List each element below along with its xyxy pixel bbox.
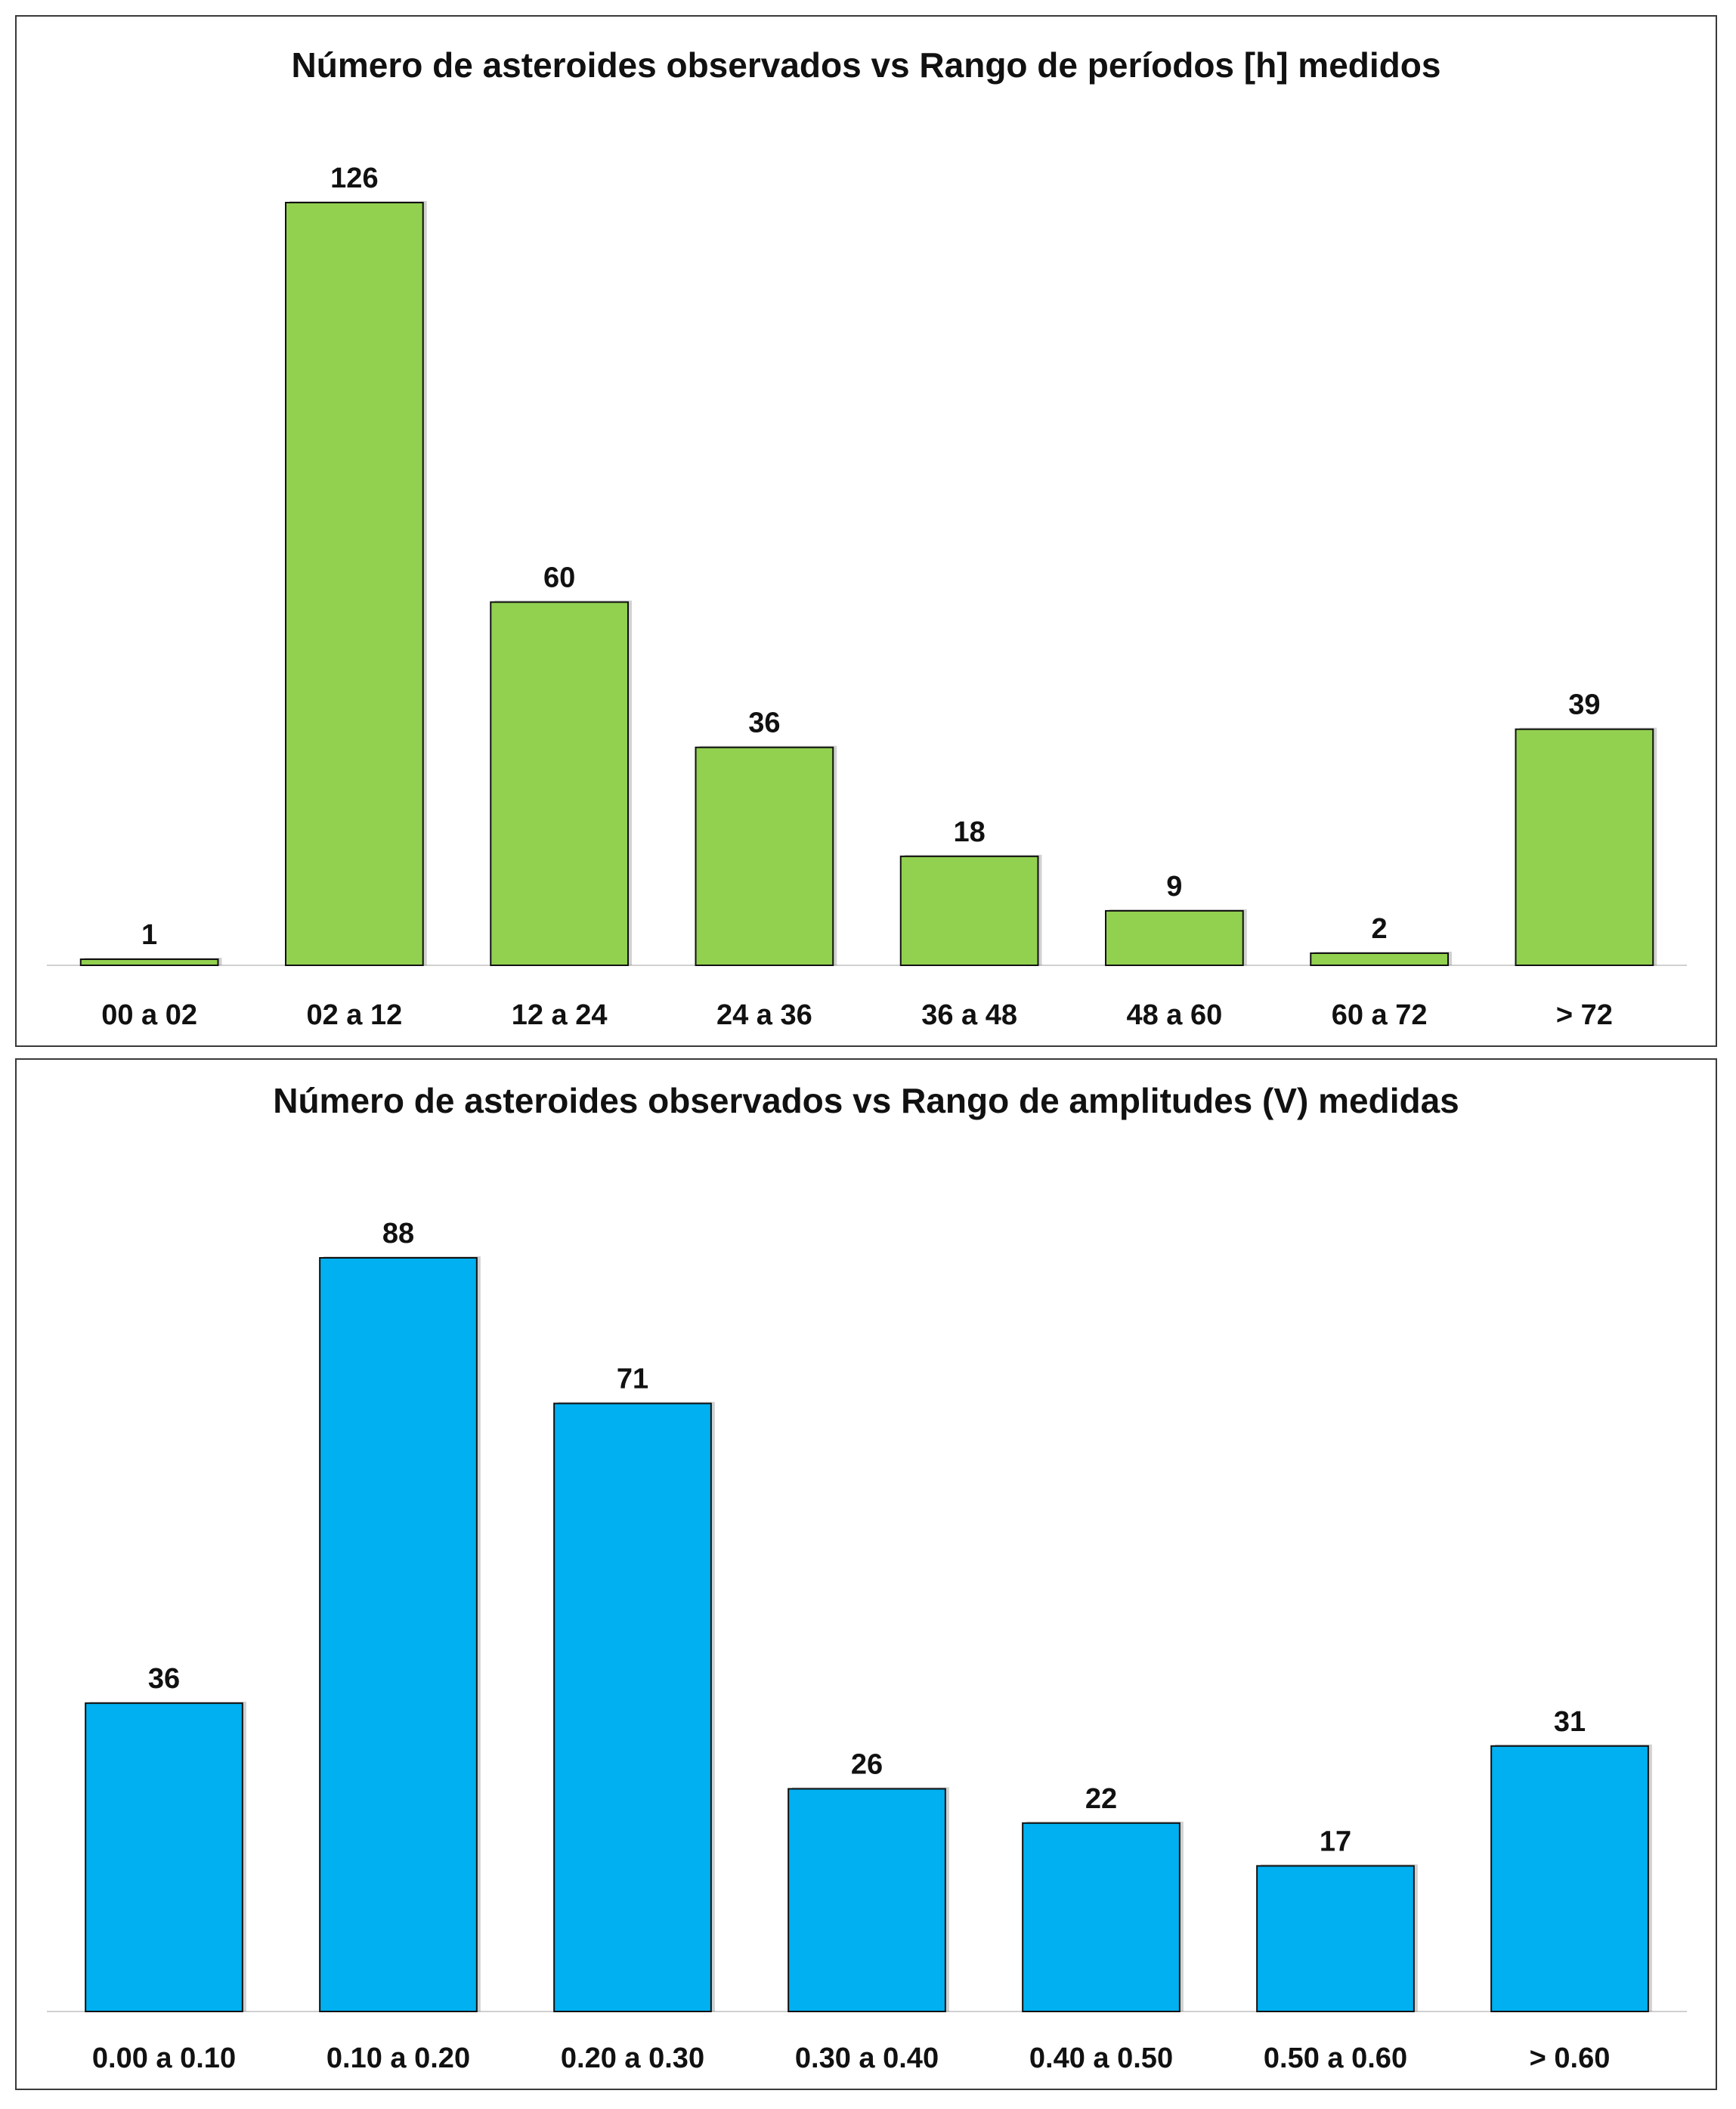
data-label-7: 39 (1568, 689, 1600, 721)
bar-0 (85, 1702, 243, 2012)
category-label-7: > 72 (1556, 999, 1613, 1031)
data-label-0: 1 (141, 919, 157, 951)
data-label-4: 18 (953, 816, 985, 848)
category-label-6: > 0.60 (1530, 2042, 1611, 2074)
bar-4 (899, 855, 1039, 967)
bar-6 (1310, 952, 1449, 967)
bar-3 (788, 1788, 946, 2012)
data-label-6: 2 (1372, 913, 1388, 945)
data-label-5: 17 (1320, 1826, 1351, 1857)
data-label-1: 126 (330, 163, 378, 194)
data-label-2: 60 (543, 562, 575, 594)
chart-title: Número de asteroides observados vs Rango… (273, 1081, 1459, 1120)
category-label-0: 0.00 a 0.10 (92, 2042, 236, 2074)
bar-4 (1022, 1822, 1181, 2012)
bar-2 (490, 601, 629, 966)
category-label-6: 60 a 72 (1332, 999, 1428, 1031)
category-label-3: 24 a 36 (716, 999, 812, 1031)
category-label-4: 0.40 a 0.50 (1029, 2042, 1173, 2074)
period-bar-chart: Número de asteroides observados vs Rango… (47, 45, 1687, 1031)
chart-panel-periods: Número de asteroides observados vs Rango… (15, 15, 1717, 1047)
category-label-5: 48 a 60 (1126, 999, 1222, 1031)
bar-6 (1490, 1745, 1649, 2013)
data-label-0: 36 (148, 1663, 180, 1695)
bar-7 (1515, 728, 1654, 966)
bar-1 (285, 202, 424, 966)
data-label-5: 9 (1166, 871, 1182, 903)
category-label-4: 36 a 48 (921, 999, 1017, 1031)
data-label-3: 26 (851, 1748, 883, 1780)
bar-5 (1105, 909, 1244, 967)
category-label-2: 12 a 24 (512, 999, 608, 1031)
bar-0 (79, 958, 219, 967)
bar-2 (553, 1402, 712, 2012)
bar-5 (1256, 1865, 1415, 2012)
category-label-2: 0.20 a 0.30 (561, 2042, 704, 2074)
category-label-1: 02 a 12 (306, 999, 402, 1031)
chart-panel-amplitudes: Número de asteroides observados vs Rango… (15, 1058, 1717, 2090)
amplitude-bar-chart: Número de asteroides observados vs Rango… (47, 1081, 1687, 2074)
data-label-3: 36 (748, 708, 780, 739)
category-label-3: 0.30 a 0.40 (795, 2042, 939, 2074)
bar-3 (695, 746, 834, 966)
data-label-2: 71 (617, 1364, 648, 1395)
data-label-6: 31 (1554, 1706, 1586, 1738)
data-label-1: 88 (382, 1218, 414, 1250)
category-label-1: 0.10 a 0.20 (326, 2042, 470, 2074)
category-label-5: 0.50 a 0.60 (1264, 2042, 1407, 2074)
category-label-0: 00 a 02 (101, 999, 197, 1031)
chart-title: Número de asteroides observados vs Rango… (292, 45, 1441, 85)
bar-1 (319, 1257, 478, 2012)
data-label-4: 22 (1085, 1783, 1117, 1815)
